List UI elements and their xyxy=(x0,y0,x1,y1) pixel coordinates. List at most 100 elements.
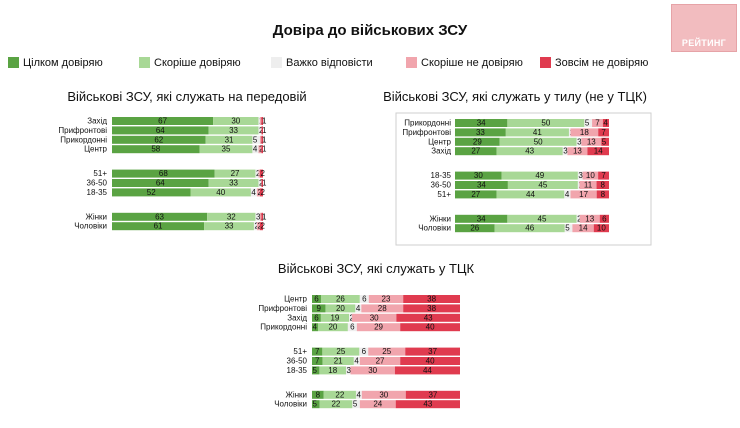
bar-value-label: 20 xyxy=(336,304,345,313)
bar-segment-rather-distrust xyxy=(259,135,262,144)
bar-value-label: 4 xyxy=(356,304,361,313)
bar-value-label: 22 xyxy=(335,390,344,399)
bar-value-label: 11 xyxy=(584,181,593,190)
bar-value-label: 33 xyxy=(229,126,238,135)
bar-segment-hard-to-say xyxy=(255,212,260,221)
bar-segment-hard-to-say xyxy=(353,357,360,365)
bar-segment-rather-trust xyxy=(507,181,578,189)
bar-segment-rather-trust xyxy=(208,126,259,135)
bar-segment-hard-to-say xyxy=(355,304,362,313)
rating-logo: РЕЙТИНГ xyxy=(671,4,737,52)
bar-value-label: 29 xyxy=(473,137,482,146)
bar-value-label: 4 xyxy=(565,190,570,199)
chart-2-row-label: Центр xyxy=(428,137,451,146)
bar-value-label: 30 xyxy=(474,171,483,180)
bar-value-label: 64 xyxy=(156,179,165,188)
chart-1-row-label: Прифронтові xyxy=(58,126,107,135)
bar-value-label: 35 xyxy=(222,145,231,154)
bar-value-label: 7 xyxy=(601,128,606,137)
bar-segment-hard-to-say xyxy=(564,224,573,233)
bar-segment-fully-distrust xyxy=(598,171,609,180)
bar-value-label: 10 xyxy=(586,171,595,180)
bar-segment-fully-trust xyxy=(455,224,495,233)
bar-value-label: 22 xyxy=(331,400,340,409)
bar-value-label: 5 xyxy=(565,224,570,233)
bar-value-label: 19 xyxy=(330,313,339,322)
bar-segment-rather-trust xyxy=(213,117,259,125)
legend-label-fully-trust: Цілком довіряю xyxy=(23,57,103,69)
chart-2-title: Військові ЗСУ, які служать у тилу (не у … xyxy=(383,89,647,104)
bar-segment-fully-distrust xyxy=(259,169,263,178)
bar-value-label: 27 xyxy=(376,357,385,366)
bar-segment-fully-trust xyxy=(112,222,205,231)
bar-segment-rather-distrust xyxy=(356,323,401,332)
bar-value-label: 32 xyxy=(227,212,236,221)
bar-segment-hard-to-say xyxy=(564,190,571,199)
bar-value-label: 1 xyxy=(262,135,267,144)
bar-value-label: 68 xyxy=(159,169,168,178)
bar-value-label: 6 xyxy=(314,313,319,322)
bar-value-label: 7 xyxy=(315,357,320,366)
bar-segment-rather-distrust xyxy=(592,119,603,127)
bar-segment-fully-distrust xyxy=(261,179,263,187)
bar-segment-fully-trust xyxy=(455,128,506,137)
bar-segment-rather-distrust xyxy=(567,147,588,156)
bar-value-label: 30 xyxy=(370,313,379,322)
bar-value-label: 2 xyxy=(257,222,262,231)
bar-value-label: 7 xyxy=(315,347,320,356)
legend-swatch-hard-to-say xyxy=(271,57,282,68)
bar-value-label: 58 xyxy=(151,145,160,154)
bar-segment-rather-distrust xyxy=(579,181,597,189)
bar-segment-hard-to-say xyxy=(347,323,357,332)
bar-segment-hard-to-say xyxy=(255,169,259,178)
bar-value-label: 45 xyxy=(538,214,547,223)
bar-segment-rather-distrust xyxy=(258,169,260,178)
bar-value-label: 14 xyxy=(594,147,603,156)
chart-1-row-label: 36-50 xyxy=(87,179,108,188)
chart-3-row-label: 36-50 xyxy=(287,357,308,366)
bar-value-label: 3 xyxy=(563,147,568,156)
bar-value-label: 13 xyxy=(587,137,596,146)
bar-segment-rather-distrust xyxy=(579,214,600,223)
bar-value-label: 26 xyxy=(470,224,479,233)
bar-value-label: 30 xyxy=(368,366,377,375)
bar-value-label: 4 xyxy=(313,323,318,332)
bar-value-label: 2 xyxy=(260,188,265,197)
bar-value-label: 6 xyxy=(350,323,355,332)
bar-value-label: 4 xyxy=(251,188,256,197)
bar-segment-fully-trust xyxy=(455,181,508,189)
bar-value-label: 3 xyxy=(347,366,352,375)
bar-segment-rather-trust xyxy=(496,147,563,156)
bar-value-label: 2 xyxy=(254,222,259,231)
bar-segment-rather-distrust xyxy=(570,190,597,199)
bar-value-label: 1 xyxy=(262,212,267,221)
bar-segment-fully-trust xyxy=(112,179,209,187)
bar-value-label: 2 xyxy=(257,188,262,197)
chart-2-frame xyxy=(395,112,652,246)
bar-value-label: 10 xyxy=(597,224,606,233)
bar-value-label: 37 xyxy=(428,390,437,399)
bar-value-label: 3 xyxy=(256,212,261,221)
bar-value-label: 13 xyxy=(573,147,582,156)
bar-value-label: 4 xyxy=(354,357,359,366)
bar-segment-fully-distrust xyxy=(403,295,460,303)
bar-value-label: 26 xyxy=(336,295,345,304)
bar-segment-fully-distrust xyxy=(396,313,460,322)
bar-value-label: 33 xyxy=(476,128,485,137)
chart-3-row-label: Жінки xyxy=(285,390,307,399)
bar-value-label: 21 xyxy=(334,357,343,366)
bar-segment-hard-to-say xyxy=(346,366,351,375)
bar-segment-fully-distrust xyxy=(259,188,263,197)
bar-segment-fully-trust xyxy=(112,126,209,135)
bar-value-label: 5 xyxy=(585,119,590,128)
bar-segment-fully-distrust xyxy=(598,128,609,137)
bar-segment-hard-to-say xyxy=(258,179,262,187)
bar-value-label: 2 xyxy=(577,214,582,223)
bar-value-label: 6 xyxy=(602,214,607,223)
bar-value-label: 33 xyxy=(225,222,234,231)
chart-1-row-label: Жінки xyxy=(85,212,107,221)
bar-segment-fully-distrust xyxy=(261,135,263,144)
bar-segment-rather-trust xyxy=(323,390,356,399)
bar-segment-hard-to-say xyxy=(258,117,260,125)
bar-segment-fully-distrust xyxy=(261,212,263,221)
